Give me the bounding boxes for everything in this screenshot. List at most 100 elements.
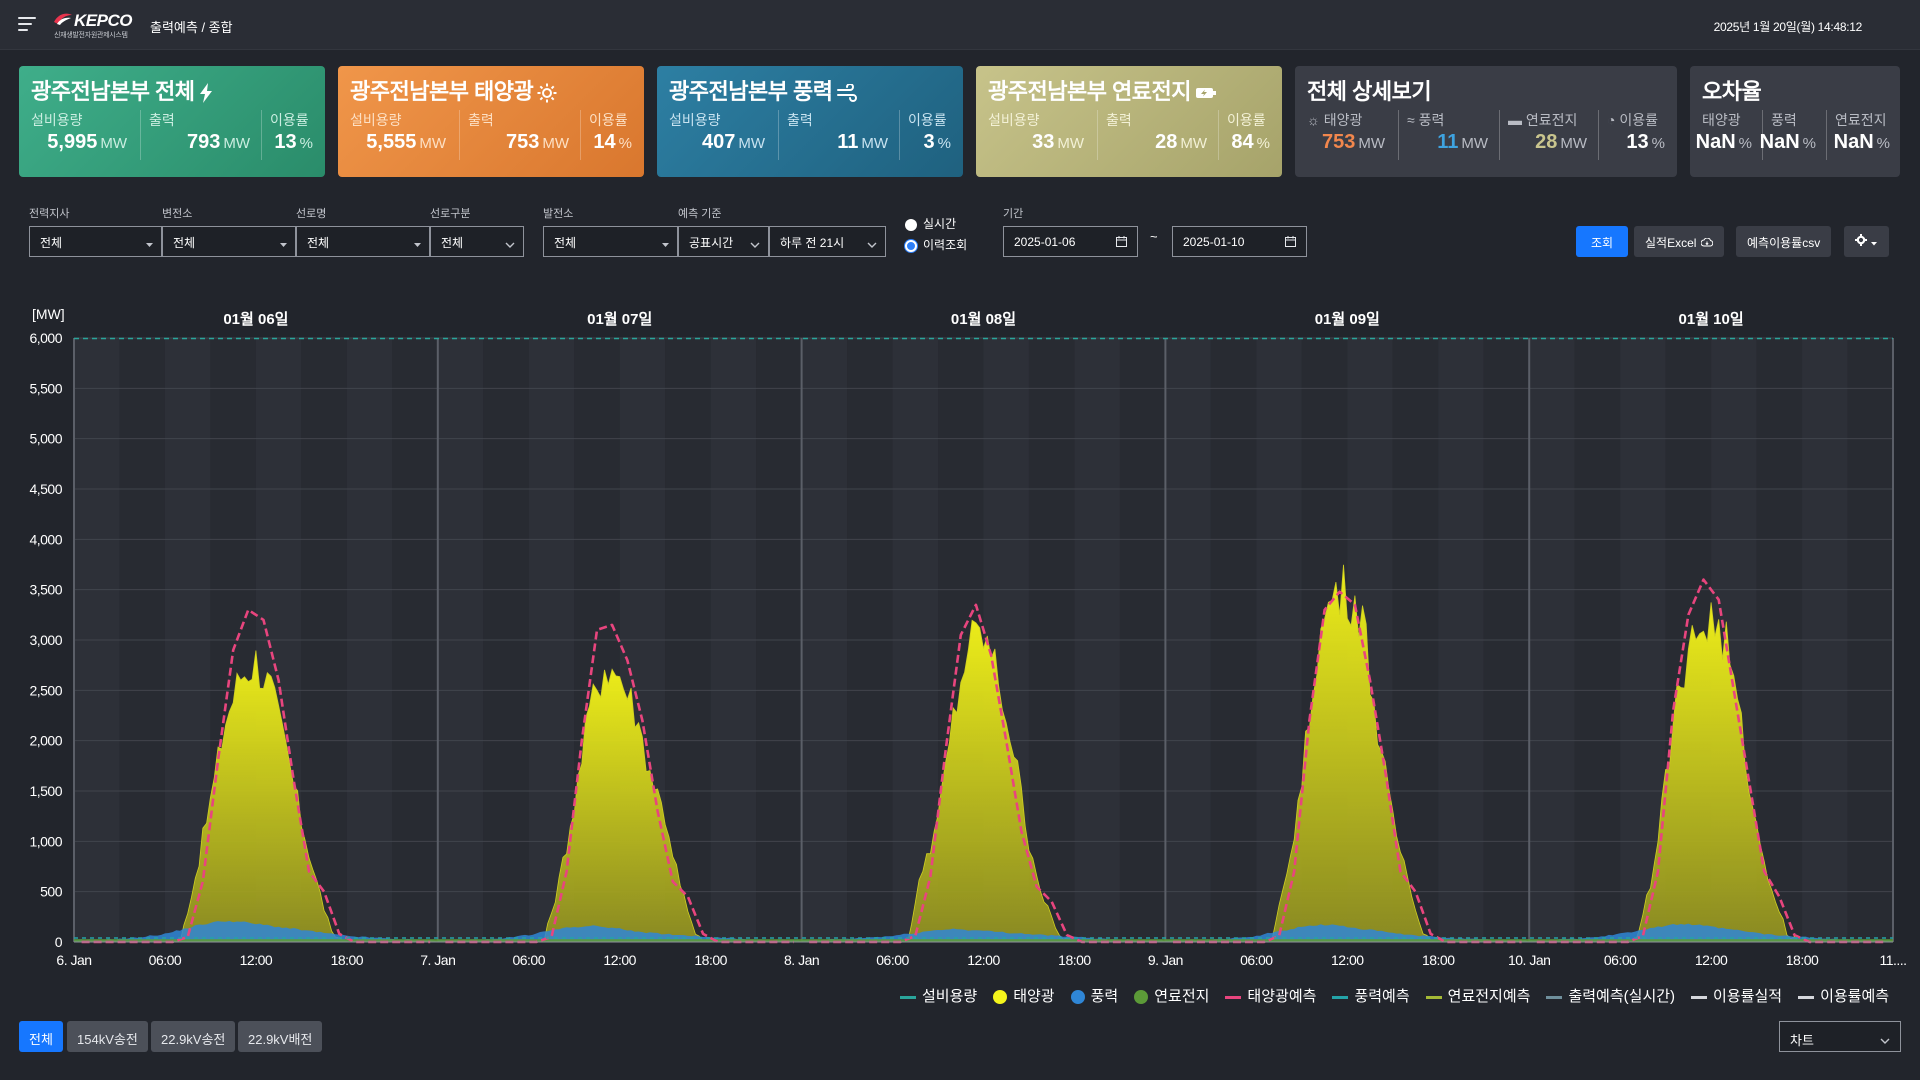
x-tick-label: 18:00 [1786, 952, 1819, 968]
kepco-logo[interactable]: KEPCO 신재생발전자원관제시스템 [52, 10, 148, 40]
excel-download-button[interactable]: 실적Excel [1634, 226, 1725, 257]
card-solar[interactable]: 광주전남본부 태양광 설비용량 5,555 MW 출력 753 MW 이용률 14% [338, 66, 644, 177]
tab-all[interactable]: 전체 [19, 1021, 63, 1052]
legend-line-icon [1332, 995, 1349, 999]
forecast-basis-select[interactable]: 공표시간 [678, 226, 769, 257]
legend-item[interactable]: 이용률실적 [1691, 985, 1782, 1006]
tab-22-9kv-distribution[interactable]: 22.9kV배전 [238, 1021, 323, 1052]
caret-down-icon [662, 237, 669, 251]
date-to-input[interactable]: 2025-01-10 [1172, 226, 1307, 257]
x-tick-label: 18:00 [694, 952, 727, 968]
output-forecast-chart[interactable]: 0 500 1,000 1,500 2,000 2,500 3,000 3,500 4,000 4… [0, 290, 1920, 980]
radio-dot-icon [905, 218, 917, 231]
day-label: 01월 09일 [1315, 311, 1380, 328]
forecast-time-select[interactable]: 하루 전 21시 [769, 226, 886, 257]
search-button[interactable]: 조회 [1576, 226, 1628, 257]
day-label: 01월 10일 [1679, 311, 1744, 328]
legend-label: 연료전지예측 [1447, 988, 1531, 1005]
lightning-icon [199, 83, 212, 104]
legend-item[interactable]: 풍력예측 [1332, 985, 1410, 1006]
plant-select[interactable]: 전체 [543, 226, 678, 257]
x-tick-label: 12:00 [603, 952, 636, 968]
csv-download-button[interactable]: 예측이용률csv [1736, 226, 1832, 257]
chevron-down-icon [1880, 1032, 1890, 1047]
card-title: 광주전남본부 연료전지 [988, 74, 1217, 106]
legend-label: 이용률실적 [1713, 988, 1783, 1005]
x-tick-label: 06:00 [1240, 952, 1273, 968]
x-tick-label: 06:00 [149, 952, 182, 968]
legend-item[interactable]: 태양광예측 [1225, 985, 1316, 1006]
legend-dot-icon [1134, 990, 1149, 1005]
legend-line-icon [1798, 995, 1815, 999]
metric-wind-error: 풍력 NaN% [1760, 110, 1824, 160]
card-error-rate[interactable]: 오차율 태양광 NaN% 풍력 NaN% 연료전지 NaN% [1690, 66, 1900, 177]
top-header: KEPCO 신재생발전자원관제시스템 출력예측 / 종합 2025년 1월 20… [0, 0, 1920, 50]
legend-item[interactable]: 설비용량 [900, 985, 977, 1006]
y-tick-label: 4,500 [29, 481, 62, 497]
metric-solar-error: 태양광 NaN% [1695, 112, 1752, 153]
card-title: 오차율 [1702, 79, 1762, 104]
card-fuel-cell[interactable]: 광주전남본부 연료전지 설비용량 33 MW 출력 28 MW 이용률 84% [976, 66, 1282, 177]
x-tick-label: 06:00 [1604, 952, 1637, 968]
x-tick-label: 12:00 [240, 952, 273, 968]
radio-realtime[interactable]: 실시간 [905, 215, 956, 233]
legend-dot-icon [1070, 990, 1085, 1005]
legend-item[interactable]: 이용률예측 [1798, 985, 1889, 1006]
chevron-down-icon [750, 237, 760, 251]
menu-icon[interactable] [18, 17, 36, 31]
card-title: 광주전남본부 풍력 [669, 74, 857, 106]
substation-select[interactable]: 전체 [162, 226, 296, 257]
x-tick-label: 06:00 [512, 952, 545, 968]
x-tick-label: 12:00 [967, 952, 1000, 968]
calendar-icon [1116, 236, 1127, 250]
label-plant: 발전소 [543, 208, 574, 220]
date-from-input[interactable]: 2025-01-06 [1003, 226, 1138, 257]
metric-wind: ≈ 풍력 11 MW [1398, 110, 1496, 160]
day-label: 01월 06일 [223, 311, 288, 328]
label-forecast-basis: 예측 기준 [678, 208, 722, 220]
line-type-select[interactable]: 전체 [430, 226, 524, 257]
metric-utilization: ◔ 이용률 13% [1598, 110, 1673, 160]
line-select[interactable]: 전체 [296, 226, 430, 257]
metric-output: 출력 753 MW [459, 110, 577, 160]
legend-item[interactable]: 연료전지 [1134, 985, 1209, 1006]
legend-label: 풍력예측 [1354, 988, 1410, 1005]
card-wind[interactable]: 광주전남본부 풍력 설비용량 407 MW 출력 11 MW 이용률 3% [657, 66, 963, 177]
card-detail-view[interactable]: 전체 상세보기 ☼ 태양광 753 MW ≈ 풍력 11 MW ▬ 연료전지 28 MW ◔… [1295, 66, 1677, 177]
y-tick-label: 1,000 [29, 833, 62, 849]
current-datetime: 2025년 1월 20일(월) 14:48:12 [1713, 20, 1863, 34]
chevron-down-icon [505, 237, 515, 251]
tab-154kv-transmission[interactable]: 154kV송전 [67, 1021, 148, 1052]
card-total[interactable]: 광주전남본부 전체 설비용량 5,995 MW 출력 793 MW 이용률 13% [19, 66, 325, 177]
metric-utilization: 이용률 3% [899, 110, 959, 160]
metric-fuel-cell: ▬ 연료전지 28 MW [1499, 110, 1595, 160]
legend-item[interactable]: 연료전지예측 [1425, 985, 1531, 1006]
branch-select[interactable]: 전체 [29, 226, 162, 257]
caret-down-icon [280, 237, 287, 251]
tab-22-9kv-transmission[interactable]: 22.9kV송전 [151, 1021, 236, 1052]
battery-icon [1196, 88, 1217, 99]
y-axis-label: [MW] [32, 306, 65, 322]
y-tick-label: 2,000 [29, 733, 62, 749]
label-period: 기간 [1003, 208, 1024, 220]
radio-history[interactable]: 이력조회 [905, 236, 967, 254]
y-tick-label: 6,000 [29, 330, 62, 346]
legend-item[interactable]: 출력예측(실시간) [1546, 985, 1675, 1006]
settings-button[interactable] [1844, 226, 1889, 257]
logo-subtitle: 신재생발전자원관제시스템 [54, 32, 128, 39]
legend-item[interactable]: 태양광 [993, 985, 1055, 1006]
y-tick-label: 1,500 [29, 783, 62, 799]
day-label: 01월 08일 [951, 311, 1016, 328]
gear-icon [1855, 234, 1867, 249]
view-mode-select[interactable]: 차트 [1779, 1021, 1901, 1052]
x-tick-label: 18:00 [1422, 952, 1455, 968]
legend-line-icon [1425, 995, 1442, 999]
calendar-icon [1285, 236, 1296, 250]
chevron-down-icon [867, 237, 877, 251]
wind-icon [836, 84, 857, 103]
legend-label: 연료전지 [1154, 988, 1210, 1005]
range-tilde: ~ [1150, 229, 1158, 244]
legend-label: 설비용량 [922, 988, 978, 1005]
y-tick-label: 5,000 [29, 431, 62, 447]
legend-item[interactable]: 풍력 [1070, 985, 1118, 1006]
